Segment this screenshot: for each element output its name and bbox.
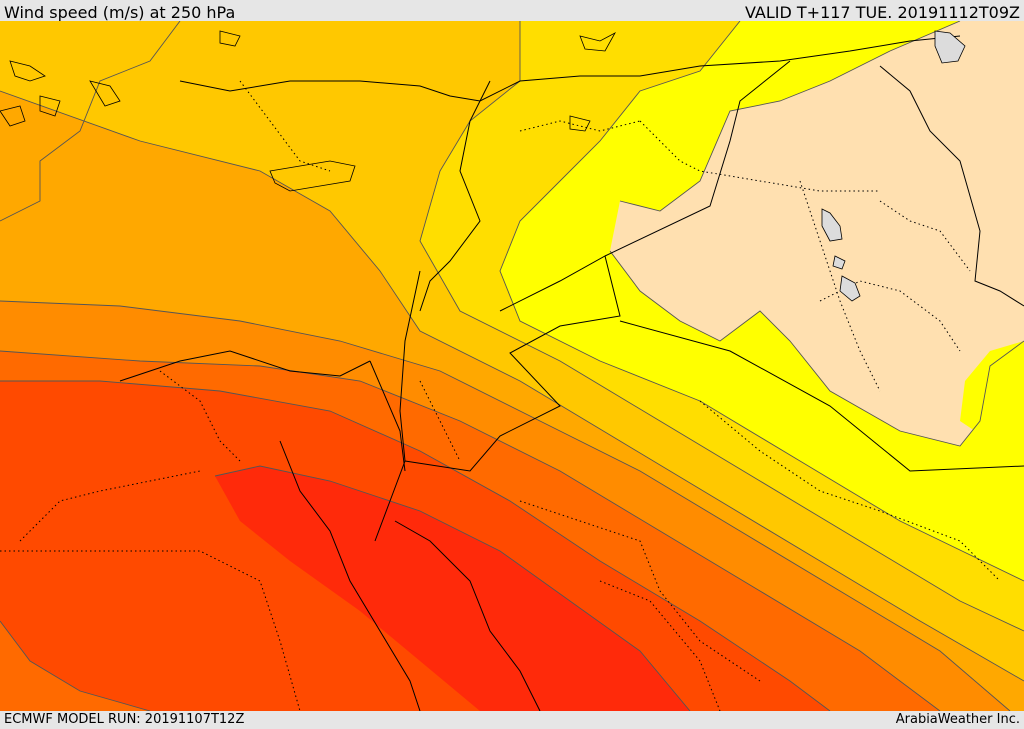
band-yellow-east — [960, 341, 1024, 451]
contour-line — [0, 300, 1011, 711]
valid-time-label: VALID T+117 TUE. 20191112T09Z — [744, 3, 1020, 22]
internal-border — [419, 380, 461, 462]
internal-border — [519, 500, 761, 682]
internal-border — [879, 200, 971, 272]
island-shape — [219, 30, 241, 47]
contour-line — [499, 21, 1024, 582]
border-line — [879, 65, 1024, 307]
band-red-core — [215, 466, 690, 711]
lake-shape — [832, 255, 846, 270]
wind-contours — [0, 21, 1024, 711]
contour-line — [214, 465, 691, 711]
model-run-label: ECMWF MODEL RUN: 20191107T12Z — [4, 712, 245, 727]
internal-border — [159, 370, 241, 462]
border-line — [404, 255, 621, 472]
contour-line — [419, 21, 1024, 632]
internal-border — [819, 280, 961, 352]
contour-line — [889, 21, 961, 52]
island-shape — [89, 80, 121, 107]
border-line — [394, 520, 541, 711]
island-shape — [0, 105, 26, 127]
aegean-islands — [0, 30, 617, 132]
border-line — [179, 35, 961, 102]
island-shape — [569, 115, 591, 132]
island-shape — [579, 32, 617, 52]
lake-shape — [839, 275, 861, 302]
contour-line — [0, 21, 181, 222]
band-red-orange-sw — [0, 621, 150, 711]
contour-line — [0, 90, 1024, 682]
water-bodies — [269, 30, 966, 302]
island-shape — [9, 60, 46, 82]
contour-line — [619, 50, 891, 212]
border-line — [619, 320, 1024, 472]
contour-line — [609, 250, 1024, 447]
border-line — [279, 440, 421, 711]
border-line — [419, 80, 491, 312]
contour-line — [0, 380, 831, 711]
internal-borders — [0, 80, 1001, 711]
border-line — [119, 350, 371, 382]
border-line — [604, 60, 791, 257]
border-line — [369, 360, 406, 472]
lake-shape — [934, 30, 966, 64]
internal-border — [639, 120, 880, 192]
header-bar — [0, 0, 1024, 21]
cyprus-island — [269, 160, 356, 192]
internal-border — [0, 550, 301, 711]
island-shape — [39, 95, 61, 117]
country-borders — [119, 35, 1024, 711]
map-title: Wind speed (m/s) at 250 hPa — [4, 3, 236, 22]
wind-speed-map — [0, 21, 1024, 711]
lake-shape — [821, 208, 843, 242]
internal-border — [799, 180, 881, 392]
contour-line — [0, 620, 151, 711]
contour-line — [0, 350, 941, 711]
footer-bar — [0, 711, 1024, 729]
internal-border — [599, 580, 721, 711]
border-line — [374, 270, 421, 542]
credit-label: ArabiaWeather Inc. — [895, 712, 1020, 727]
